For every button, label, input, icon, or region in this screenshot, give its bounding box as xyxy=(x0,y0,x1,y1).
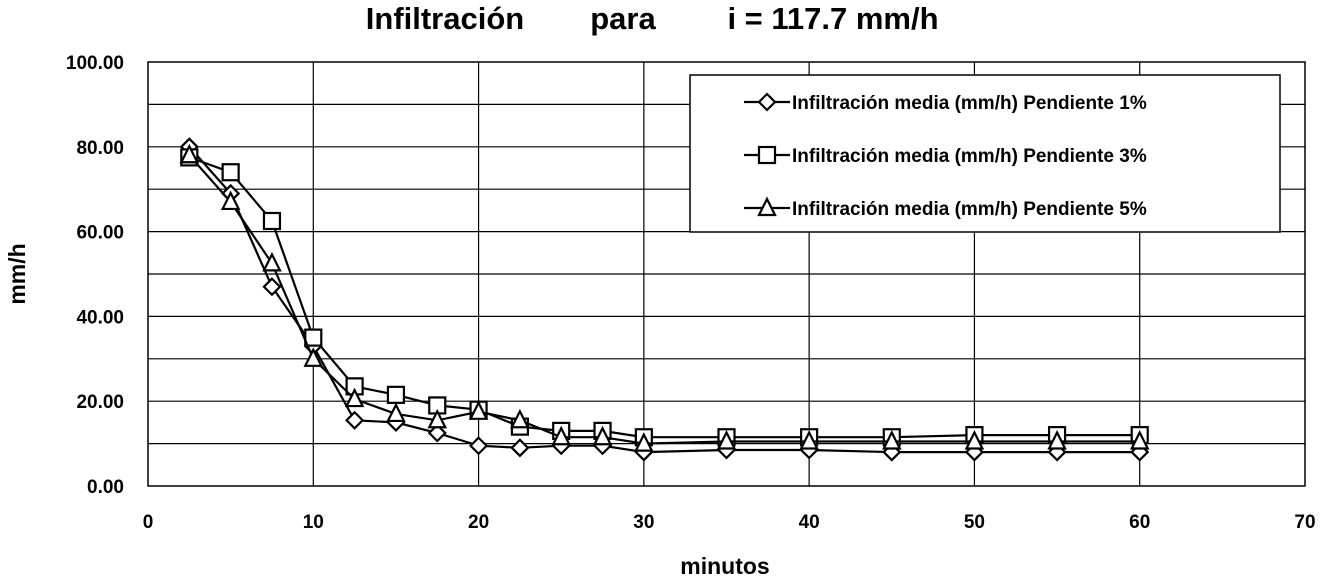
legend-label: Infiltración media (mm/h) Pendiente 5% xyxy=(792,199,1147,220)
data-point-triangle xyxy=(179,143,200,164)
legend-label: Infiltración media (mm/h) Pendiente 3% xyxy=(792,146,1147,167)
data-point-diamond xyxy=(262,277,282,297)
y-tick-label: 80.00 xyxy=(76,138,124,159)
data-point-triangle xyxy=(1047,430,1067,450)
data-point-triangle xyxy=(964,430,985,450)
chart-title-part-1: Infiltración xyxy=(366,1,524,36)
x-tick-label: 0 xyxy=(143,512,154,533)
x-tick-label: 30 xyxy=(633,512,654,533)
x-tick-label: 40 xyxy=(799,512,820,533)
data-point-triangle xyxy=(882,430,902,450)
y-tick-label: 0.00 xyxy=(87,477,124,498)
legend-marker-diamond xyxy=(757,92,777,112)
data-point-triangle xyxy=(1129,430,1150,450)
series-line-3 xyxy=(188,154,1140,445)
legend: Infiltración media (mm/h) Pendiente 1% In… xyxy=(689,74,1281,233)
x-tick-label: 10 xyxy=(303,512,324,533)
data-point-square xyxy=(386,385,406,404)
x-axis-label: minutos xyxy=(680,553,769,579)
data-point-triangle xyxy=(716,430,737,450)
data-point-triangle xyxy=(386,402,406,423)
series-layer xyxy=(179,137,1150,462)
data-point-diamond xyxy=(345,410,365,430)
x-tick-label: 20 xyxy=(468,512,489,533)
data-point-triangle xyxy=(592,425,613,446)
data-point-triangle xyxy=(510,408,530,429)
y-axis-label: mm/h xyxy=(4,243,30,304)
plot-area-border xyxy=(147,61,1306,487)
data-point-triangle xyxy=(303,347,324,367)
y-tick-label: 40.00 xyxy=(76,307,124,328)
data-point-diamond xyxy=(469,436,489,456)
chart-title-part-3: i = 117.7 mm/h xyxy=(727,1,938,36)
legend-entry-2: Infiltración media (mm/h) Pendiente 3% xyxy=(744,145,1147,167)
data-point-triangle xyxy=(468,400,489,420)
legend-marker-triangle xyxy=(757,196,777,217)
y-tick-label: 100.00 xyxy=(66,53,124,74)
data-point-triangle xyxy=(262,251,282,272)
legend-label: Infiltración media (mm/h) Pendiente 1% xyxy=(792,93,1147,114)
data-point-triangle xyxy=(551,425,571,446)
data-point-triangle xyxy=(634,432,654,452)
x-axis-ticks: 0 10 20 30 40 50 60 70 xyxy=(143,512,1316,533)
data-point-triangle xyxy=(799,430,819,450)
data-point-triangle xyxy=(344,387,365,408)
data-point-square xyxy=(262,211,282,231)
series-3 xyxy=(179,143,1150,452)
y-tick-label: 60.00 xyxy=(76,223,124,244)
x-tick-label: 70 xyxy=(1294,512,1315,533)
legend-marker-square xyxy=(757,145,777,165)
data-point-triangle xyxy=(220,190,241,211)
legend-entry-1: Infiltración media (mm/h) Pendiente 1% xyxy=(744,92,1147,114)
data-point-diamond xyxy=(427,423,447,443)
data-point-triangle xyxy=(427,408,448,429)
y-axis-ticks: 0.00 20.00 40.00 60.00 80.00 100.00 xyxy=(66,53,124,498)
data-point-square xyxy=(221,163,240,182)
chart-title-part-2: para xyxy=(590,1,656,36)
y-tick-label: 20.00 xyxy=(76,392,124,413)
legend-entry-3: Infiltración media (mm/h) Pendiente 5% xyxy=(744,196,1147,220)
data-point-diamond xyxy=(510,438,530,458)
x-tick-label: 60 xyxy=(1129,512,1150,533)
x-tick-label: 50 xyxy=(964,512,985,533)
